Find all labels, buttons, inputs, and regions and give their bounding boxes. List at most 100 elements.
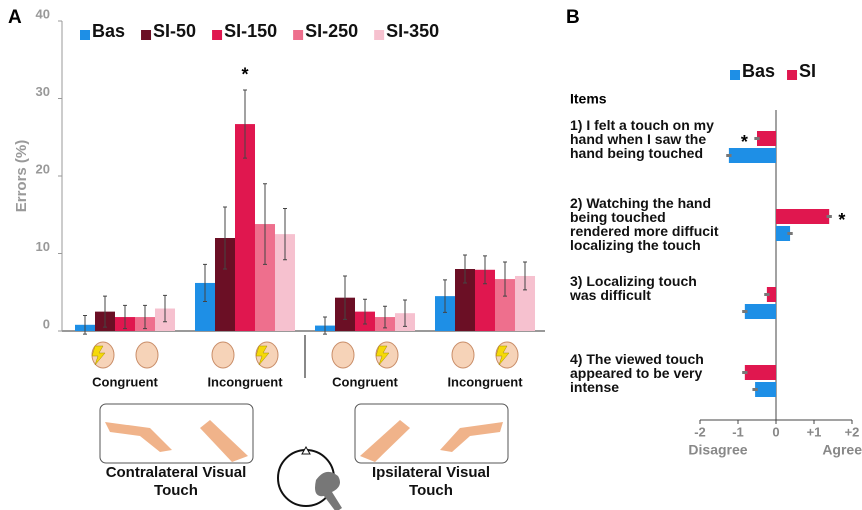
scene-box — [354, 403, 509, 464]
significance-mark: * — [741, 132, 748, 152]
scene-label-box: Contralateral Visual Touch — [105, 464, 247, 499]
bar — [215, 238, 235, 331]
significance-mark: * — [241, 65, 248, 85]
legend-label: SI-350 — [386, 21, 439, 41]
bar — [766, 287, 776, 302]
scene-label-box: Ipsilateral Visual Touch — [371, 464, 491, 499]
legend-swatch — [787, 70, 798, 80]
x-tick-label: -2 — [694, 424, 706, 439]
legend-swatch — [293, 30, 304, 40]
scene-label: Contralateral Visual Touch — [105, 464, 247, 499]
bar — [255, 224, 275, 331]
legend-swatch — [374, 30, 385, 40]
y-axis-title: Errors (%) — [13, 140, 30, 213]
bar — [744, 304, 776, 319]
bar — [757, 131, 776, 146]
x-tick-label: Incongruent — [207, 374, 283, 389]
item-label: 1) I felt a touch on my hand when I saw … — [570, 118, 714, 161]
x-axis-label: Disagree — [688, 442, 747, 458]
hand-icon — [211, 341, 235, 369]
error-bar — [503, 261, 507, 297]
x-tick-label: 0 — [772, 424, 779, 439]
camera-icon — [315, 471, 342, 510]
error-bar — [403, 299, 407, 327]
legend-swatch — [730, 70, 740, 80]
error-bar — [383, 305, 387, 329]
y-tick-label: 20 — [36, 161, 50, 176]
hand-drawing — [200, 420, 248, 462]
bar — [776, 226, 791, 241]
error-bar — [263, 183, 267, 265]
legend-label: SI-250 — [305, 21, 358, 41]
illustrations — [99, 335, 509, 510]
item-label-box: 2) Watching the hand being touched rende… — [570, 196, 719, 253]
item-label-box: 3) Localizing touch was difficult — [570, 274, 697, 303]
panel-label: B — [566, 7, 580, 28]
legend-label: Bas — [92, 21, 125, 41]
items-title: Items — [570, 91, 607, 107]
error-bar — [103, 295, 107, 328]
touch-icon — [255, 345, 270, 366]
error-bar — [223, 206, 227, 270]
y-tick-label: 0 — [43, 316, 50, 331]
scene-box — [99, 403, 254, 464]
error-bar — [323, 316, 327, 335]
error-bar — [283, 208, 287, 261]
error-bar — [463, 254, 467, 284]
x-axis-label: Agree — [822, 442, 862, 458]
hand-icon — [135, 341, 159, 369]
x-tick-label: -1 — [732, 424, 744, 439]
y-tick-label: 30 — [36, 84, 50, 99]
hand-drawing — [360, 420, 410, 462]
item-label: 3) Localizing touch was difficult — [570, 274, 697, 303]
error-bar — [83, 315, 87, 335]
item-label: 4) The viewed touch appeared to be very … — [570, 352, 704, 395]
bar — [728, 148, 776, 163]
nose-icon — [301, 445, 311, 455]
bar — [275, 234, 295, 331]
error-bar — [363, 298, 367, 325]
scene-label: Ipsilateral Visual Touch — [371, 464, 491, 499]
error-bar — [123, 304, 127, 330]
error-bar — [523, 261, 527, 291]
error-bar — [343, 275, 347, 320]
bar — [755, 382, 776, 397]
y-tick-label: 10 — [36, 239, 50, 254]
legend-label: Bas — [742, 61, 775, 81]
bar — [744, 365, 776, 380]
legend-swatch — [212, 30, 223, 40]
bar — [475, 269, 495, 331]
x-tick-label: Congruent — [92, 374, 158, 389]
bar — [195, 282, 215, 331]
item-label-box: 1) I felt a touch on my hand when I saw … — [570, 118, 714, 161]
touch-icon — [91, 345, 106, 366]
error-bar — [243, 89, 247, 159]
x-tick-label: Incongruent — [447, 374, 523, 389]
legend-swatch — [141, 30, 152, 40]
legend-label: SI — [799, 61, 816, 81]
legend-swatch — [80, 30, 90, 40]
x-tick-label: Congruent — [332, 374, 398, 389]
hand-icon — [331, 341, 355, 369]
error-bar — [443, 279, 447, 313]
error-bar — [163, 294, 167, 323]
hand-icon — [451, 341, 475, 369]
significance-mark: * — [838, 210, 845, 230]
legend-label: SI-150 — [224, 21, 277, 41]
touch-icon — [495, 345, 510, 366]
error-bar — [143, 304, 147, 330]
bar — [235, 124, 255, 331]
touch-icon — [375, 345, 390, 366]
bar — [495, 279, 515, 331]
error-bar — [203, 263, 207, 303]
bar — [435, 296, 455, 331]
error-bar — [483, 255, 487, 285]
panel-label: A — [8, 7, 22, 28]
item-label: 2) Watching the hand being touched rende… — [570, 196, 719, 253]
hand-drawing — [105, 422, 172, 452]
bar — [455, 269, 475, 331]
item-label-box: 4) The viewed touch appeared to be very … — [570, 352, 704, 395]
bar — [515, 275, 535, 331]
x-tick-label: +2 — [845, 424, 860, 439]
